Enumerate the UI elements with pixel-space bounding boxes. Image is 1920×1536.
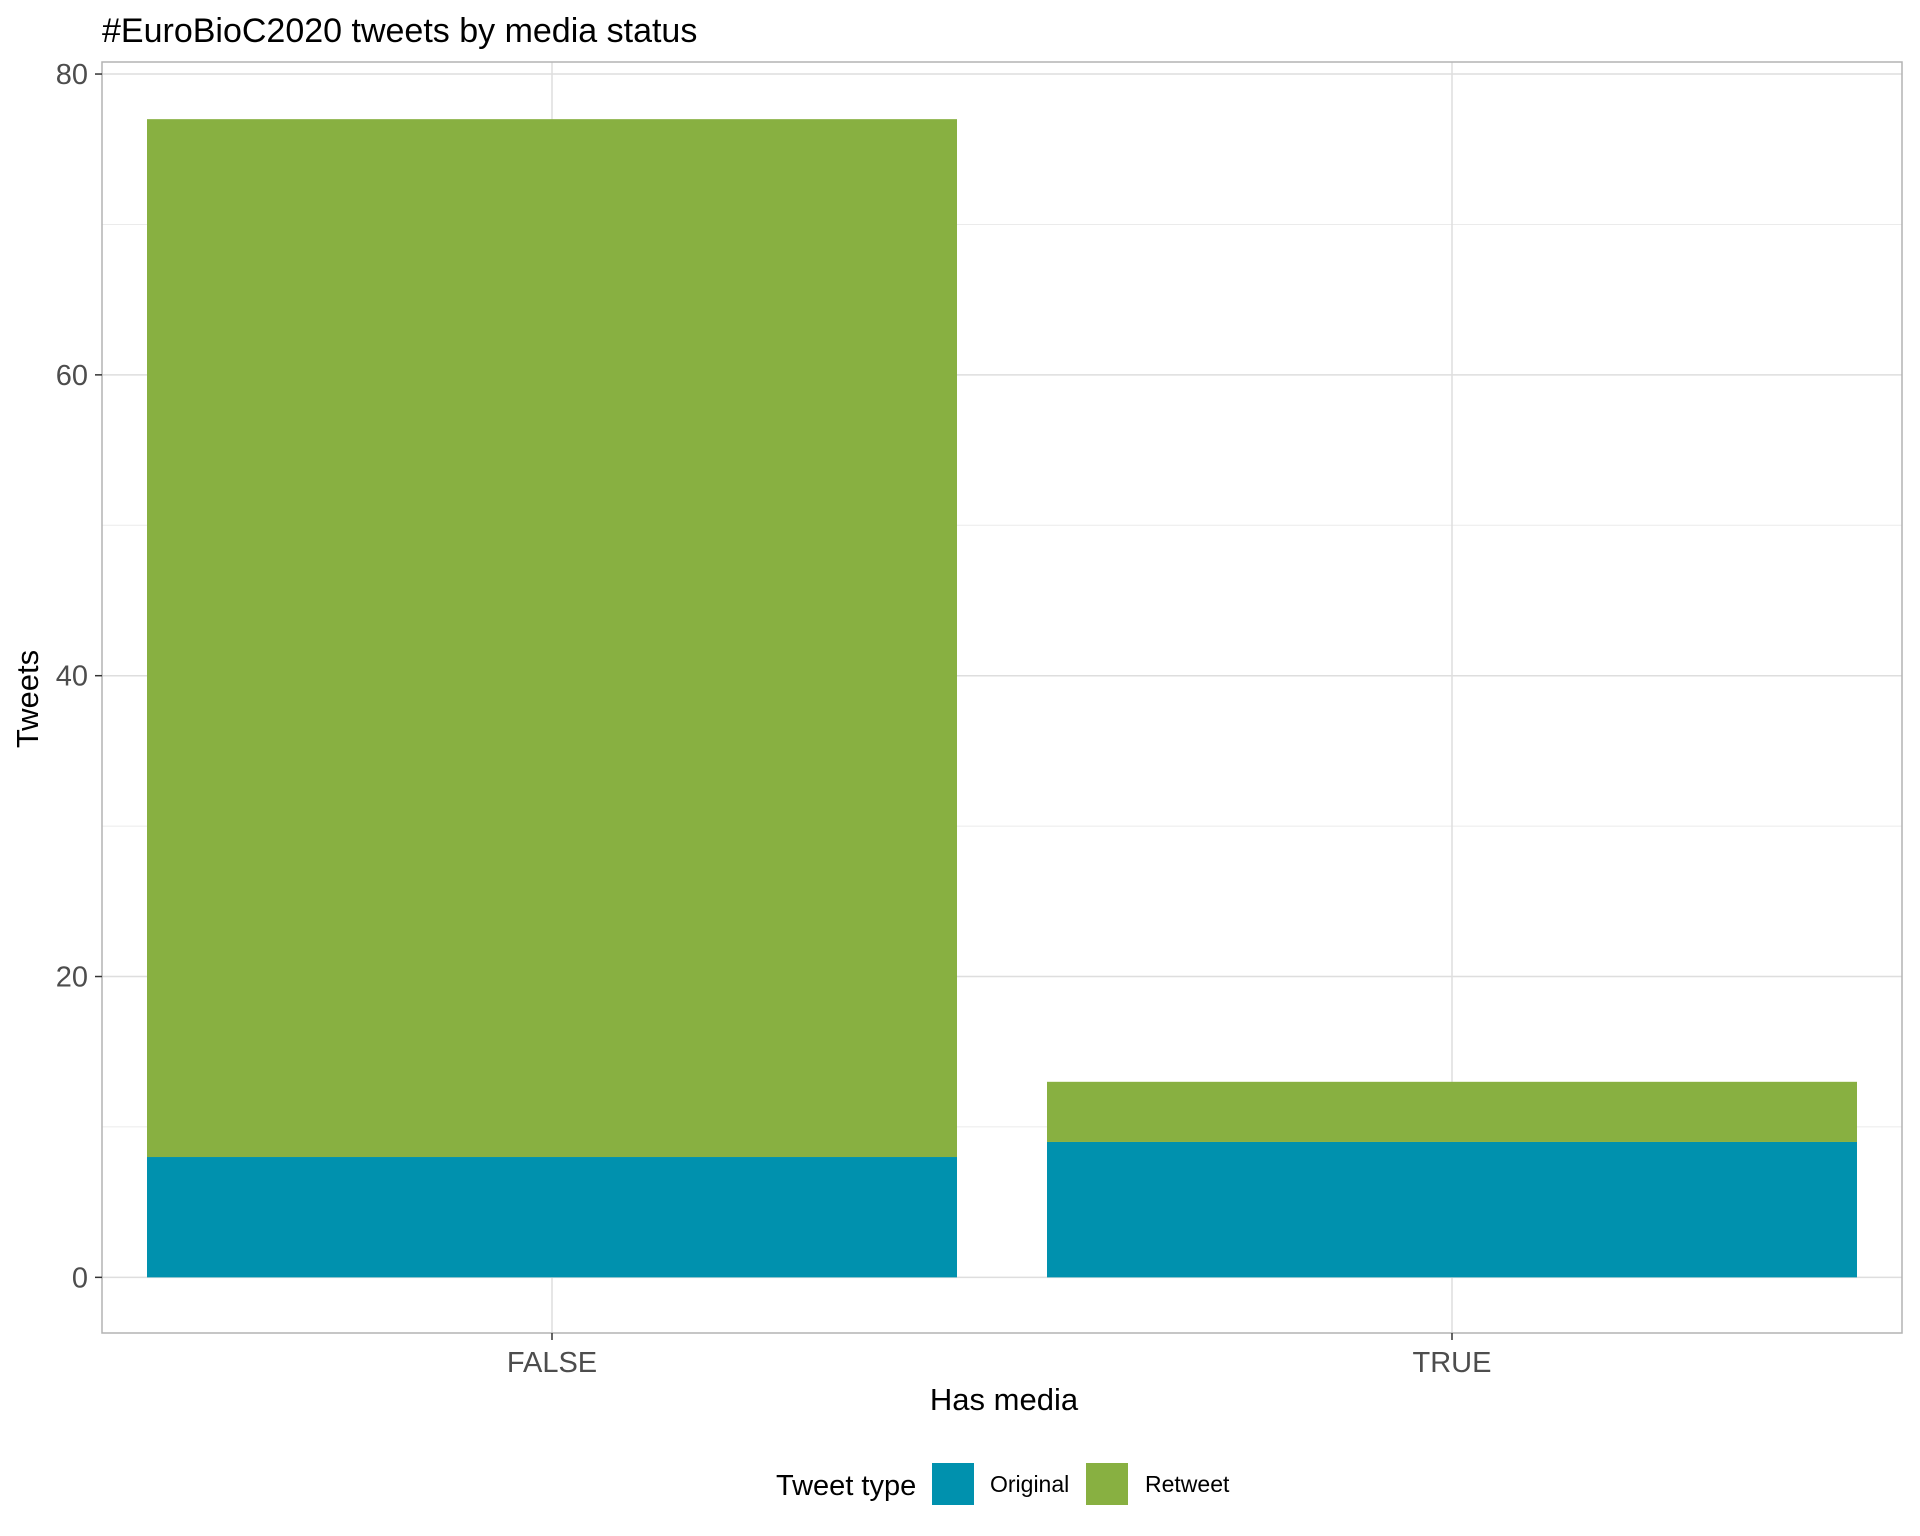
y-axis-ticks: 0 20 40 60 80 [56,59,102,1294]
y-tick-label: 20 [56,962,88,994]
bar-true-retweet [1047,1081,1857,1142]
legend-label-original: Original [990,1471,1069,1497]
bars [147,119,1857,1278]
x-axis-title: Has media [930,1382,1079,1417]
bar-true-original [1047,1141,1857,1278]
legend-key-original [932,1463,974,1505]
legend-label-retweet: Retweet [1145,1471,1230,1497]
x-tick-label: FALSE [507,1347,597,1379]
x-axis-ticks: FALSE TRUE [507,1333,1492,1379]
y-tick-label: 80 [56,59,88,91]
legend: Tweet type Original Retweet [776,1463,1230,1505]
y-axis-title: Tweets [10,650,45,748]
y-tick-label: 40 [56,661,88,693]
x-tick-label: TRUE [1413,1347,1492,1379]
legend-key-retweet [1086,1463,1128,1505]
y-tick-label: 0 [72,1262,88,1294]
legend-title: Tweet type [776,1470,916,1502]
chart-title: #EuroBioC2020 tweets by media status [102,12,697,50]
bar-false-retweet [147,119,957,1158]
bar-false-original [147,1157,957,1278]
plot-panel-border [101,61,1903,1334]
y-tick-label: 60 [56,360,88,392]
